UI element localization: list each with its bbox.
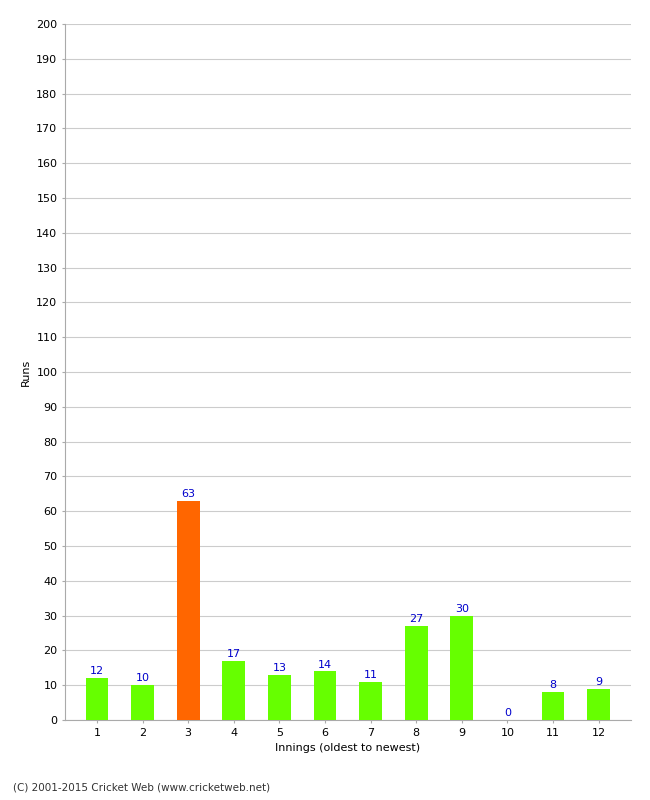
Bar bbox=[86, 678, 109, 720]
Text: 0: 0 bbox=[504, 708, 511, 718]
Text: 10: 10 bbox=[136, 674, 150, 683]
Bar bbox=[268, 674, 291, 720]
Bar bbox=[313, 671, 336, 720]
Bar bbox=[450, 616, 473, 720]
Bar bbox=[131, 685, 154, 720]
Bar bbox=[541, 692, 564, 720]
Text: 63: 63 bbox=[181, 489, 195, 499]
Text: 17: 17 bbox=[227, 649, 240, 659]
Text: 9: 9 bbox=[595, 677, 602, 687]
Text: 11: 11 bbox=[363, 670, 378, 680]
Bar bbox=[359, 682, 382, 720]
Bar bbox=[405, 626, 428, 720]
Text: 27: 27 bbox=[409, 614, 423, 624]
Text: 13: 13 bbox=[272, 663, 287, 673]
Bar bbox=[177, 501, 200, 720]
Bar bbox=[587, 689, 610, 720]
Text: 8: 8 bbox=[549, 681, 556, 690]
Y-axis label: Runs: Runs bbox=[21, 358, 31, 386]
Text: 14: 14 bbox=[318, 659, 332, 670]
Text: 12: 12 bbox=[90, 666, 104, 677]
Bar bbox=[222, 661, 245, 720]
Text: (C) 2001-2015 Cricket Web (www.cricketweb.net): (C) 2001-2015 Cricket Web (www.cricketwe… bbox=[13, 782, 270, 792]
Text: 30: 30 bbox=[455, 604, 469, 614]
X-axis label: Innings (oldest to newest): Innings (oldest to newest) bbox=[275, 743, 421, 753]
